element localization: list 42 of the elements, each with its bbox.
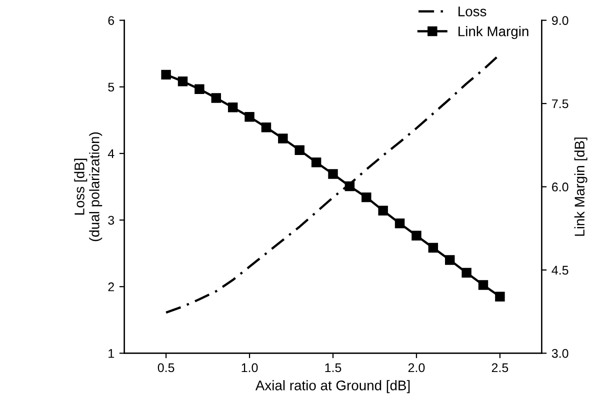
point xyxy=(161,70,171,80)
y-tick-label: 3 xyxy=(108,216,114,225)
y-tick-label: 1 xyxy=(108,349,114,358)
y2-tick-label: 7.5 xyxy=(552,99,568,108)
point xyxy=(261,122,272,132)
point xyxy=(194,84,204,94)
y2-tick-label: 6.0 xyxy=(552,182,568,192)
y-tick-label: 2 xyxy=(108,282,114,292)
point xyxy=(378,206,388,216)
x-axis-title: Axial ratio at Ground [dB] xyxy=(255,380,410,394)
point xyxy=(478,280,488,290)
point xyxy=(428,242,438,253)
x-tick-label: 2.5 xyxy=(492,363,508,372)
point xyxy=(278,134,288,144)
y-tick-label: 5 xyxy=(108,82,114,92)
point xyxy=(294,145,304,155)
y2-axis-title: Link Margin [dB] xyxy=(574,138,588,236)
point xyxy=(244,112,254,122)
x-tick-label: 1.5 xyxy=(325,363,342,372)
x-tick-label: 0.5 xyxy=(158,363,174,372)
legend-label: Link Margin xyxy=(458,26,528,40)
y2-tick-label: 9.0 xyxy=(552,16,568,25)
x-tick-label: 1.0 xyxy=(242,363,258,372)
x-tick-label: 2.0 xyxy=(408,363,425,372)
y-axis-title: Loss [dB] (dual polarization) xyxy=(74,132,102,242)
y-tick-label: 6 xyxy=(108,16,114,25)
point xyxy=(178,76,188,86)
point xyxy=(211,93,221,103)
point xyxy=(394,218,405,228)
point xyxy=(412,230,422,240)
y2-tick-label: 3.0 xyxy=(552,349,568,358)
y2-tick-label: 4.5 xyxy=(552,266,568,275)
point xyxy=(311,157,322,168)
y-tick-label: 4 xyxy=(108,149,114,158)
point xyxy=(362,192,372,202)
point xyxy=(462,268,472,278)
point xyxy=(445,255,455,265)
point xyxy=(228,102,238,112)
legend-label: Loss xyxy=(458,6,486,16)
point xyxy=(344,181,355,192)
point xyxy=(495,292,505,302)
point xyxy=(328,169,338,179)
